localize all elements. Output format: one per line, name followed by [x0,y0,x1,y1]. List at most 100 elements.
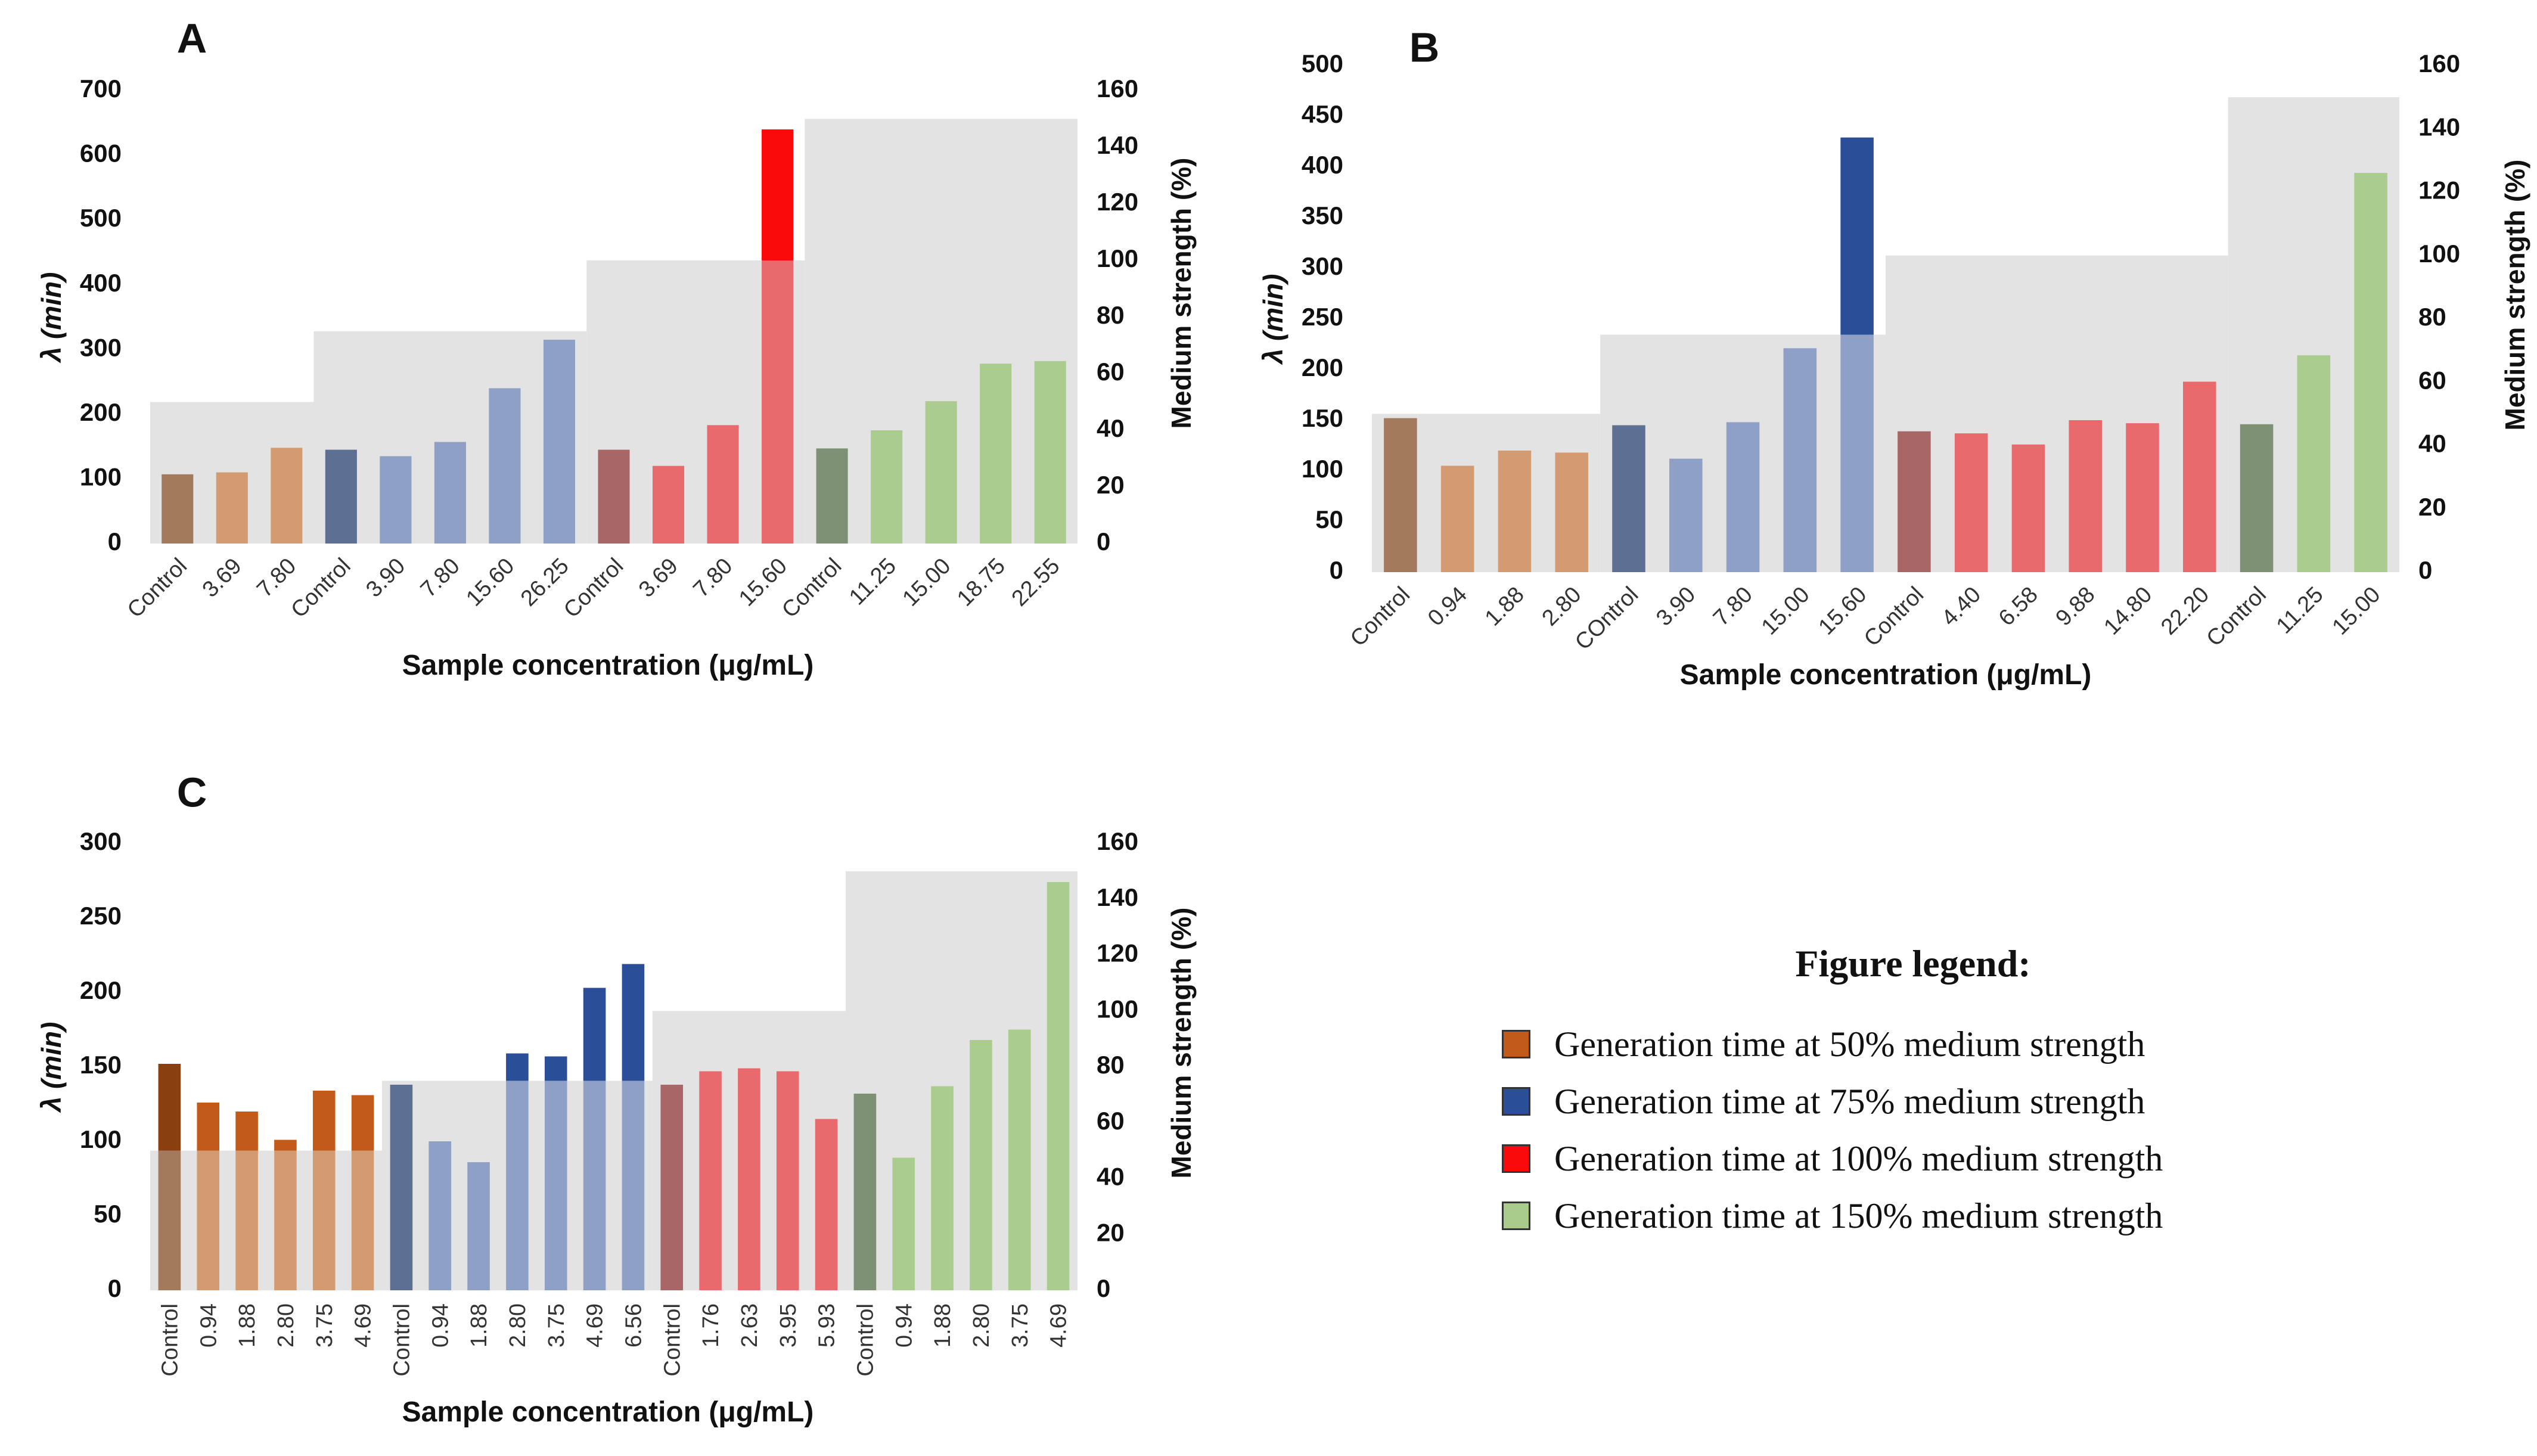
bar [931,1086,954,1290]
category-tick-label: 4.69 [351,1303,376,1348]
bar [1783,348,1817,572]
bar [622,1081,645,1290]
x-axis-title: Sample concentration (μg/mL) [1680,659,2092,691]
bar [380,456,412,544]
y-tick-label: 50 [1315,505,1343,533]
chart-panel-C: C Control 0.94 1.88 2.80 3.75 4.69 Control 0.94 1… [36,769,1197,1428]
bar [506,1081,529,1290]
category-tick-label: 2.80 [505,1303,530,1348]
bar [216,472,248,544]
y2-tick-label: 120 [1097,939,1138,967]
bar [1047,882,1070,1290]
y2-axis-title: Medium strength (%) [1166,158,1197,429]
y2-tick-label: 140 [1097,131,1138,159]
category-tick-label: 0.94 [428,1303,453,1348]
bar [738,1068,760,1290]
legend-swatch-100 [1502,1144,1530,1173]
bar [1034,361,1066,544]
category-tick-label: 0.94 [1423,582,1472,631]
y-tick-label: 300 [1302,252,1343,280]
panel-label: B [1409,24,1440,70]
bar-upper [351,1095,374,1151]
legend-label: Generation time at 100% medium strength [1554,1138,2163,1178]
y2-tick-label: 60 [2418,366,2446,394]
bar-upper [544,1056,567,1081]
bar [1726,422,1760,572]
bar [1669,458,1703,572]
y2-tick-label: 100 [2418,240,2460,268]
y-tick-label: 400 [80,269,122,297]
category-tick-label: Control [157,1303,182,1377]
category-tick-label: 15.60 [461,554,519,611]
category-tick-label: Control [559,554,628,623]
y2-tick-label: 160 [2418,49,2460,77]
bar [598,449,630,544]
category-tick-label: 9.88 [2051,582,2100,631]
y2-axis-title: Medium strength (%) [2499,160,2530,431]
bar [235,1150,258,1290]
category-tick-label: 1.76 [698,1303,723,1348]
bar [2240,424,2274,572]
medium-strength-band [846,871,1077,1290]
bar-upper [1840,137,1874,335]
category-tick-label: 15.00 [898,554,956,611]
y2-tick-label: 0 [1097,527,1110,555]
bar [271,448,303,544]
bar [1384,418,1417,572]
bar [2069,420,2102,572]
y-tick-label: 100 [80,1125,122,1153]
y-tick-label: 500 [1302,49,1343,77]
category-tick-label: 7.80 [252,554,301,603]
category-tick-label: 15.00 [1757,582,1815,640]
bar [2354,173,2387,572]
y2-tick-label: 40 [1097,414,1125,442]
y-axis-title: λ (min) [1257,274,1288,366]
y2-tick-label: 40 [1097,1163,1125,1191]
bar [390,1085,413,1290]
bar [892,1157,915,1290]
y2-tick-label: 120 [2418,176,2460,204]
y2-tick-label: 60 [1097,1107,1125,1135]
bar [2011,444,2045,572]
y-tick-label: 150 [80,1051,122,1079]
bar [162,474,194,544]
y2-tick-label: 40 [2418,430,2446,458]
bar [2297,355,2331,572]
legend-item: Generation time at 150% medium strength [1502,1187,2396,1244]
y-tick-label: 300 [80,333,122,361]
category-tick-label: 4.40 [1937,582,1986,631]
y-tick-label: 600 [80,139,122,167]
category-tick-label: 3.75 [312,1303,337,1348]
medium-strength-band [1886,255,2228,572]
bar [816,448,848,544]
y2-tick-label: 60 [1097,358,1125,386]
category-tick-label: Control [853,1303,878,1377]
bar [158,1150,181,1290]
legend-label: Generation time at 75% medium strength [1554,1081,2145,1121]
bar [543,340,576,544]
category-tick-label: 11.25 [2272,582,2328,639]
bar [1555,452,1588,572]
legend-label: Generation time at 50% medium strength [1554,1024,2145,1064]
legend-item: Generation time at 75% medium strength [1502,1073,2396,1130]
category-tick-label: 2.80 [969,1303,994,1348]
bar-upper [197,1103,220,1151]
category-tick-label: 11.25 [844,554,901,610]
y2-tick-label: 140 [1097,883,1138,911]
y2-tick-label: 80 [1097,301,1125,329]
bar [197,1150,220,1290]
x-axis-title: Sample concentration (μg/mL) [402,1396,814,1428]
category-tick-label: 2.80 [274,1303,299,1348]
y-tick-label: 150 [1302,404,1343,432]
bar [312,1150,336,1290]
category-tick-label: 4.69 [1047,1303,1072,1348]
y-tick-label: 400 [1302,151,1343,179]
y-axis-title: λ (min) [36,272,67,364]
y-tick-label: 100 [80,463,122,491]
y-tick-label: 250 [80,902,122,930]
y-tick-label: 0 [108,1274,122,1302]
bar [1840,334,1874,572]
category-tick-label: 0.94 [196,1303,221,1348]
bar [1498,451,1532,572]
